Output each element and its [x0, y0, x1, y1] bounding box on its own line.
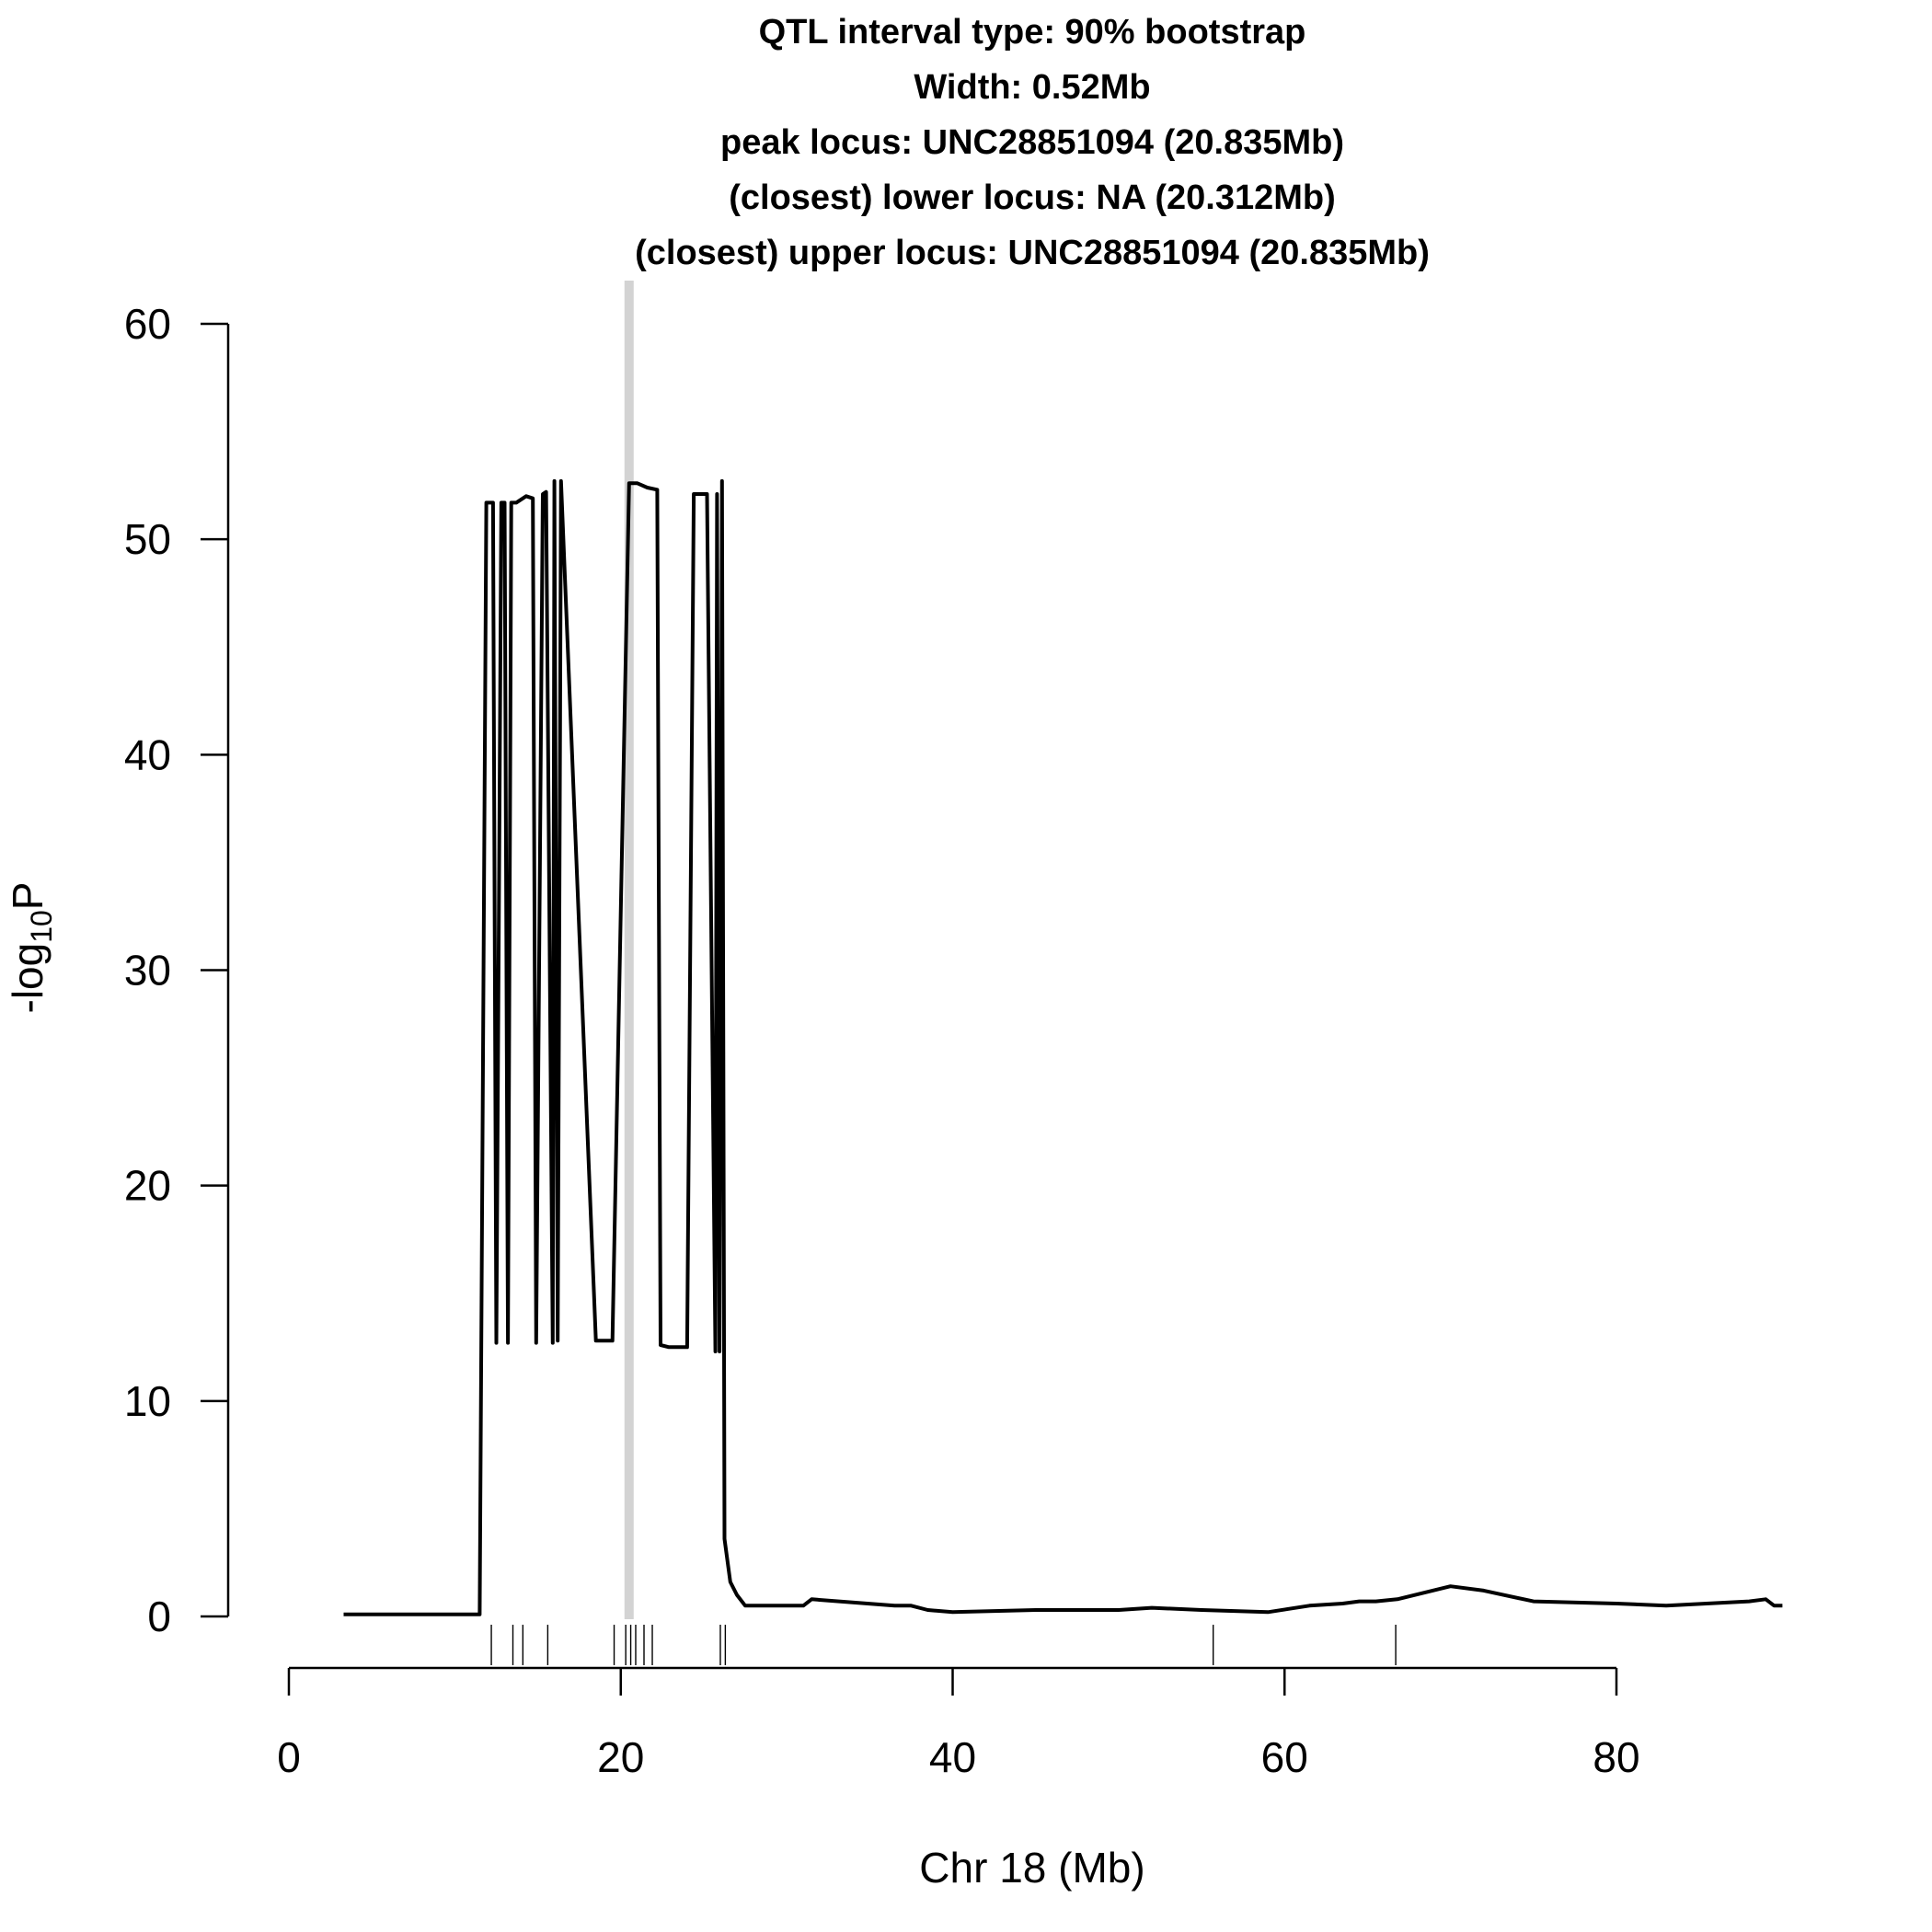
y-axis-label-suffix: P	[4, 882, 52, 911]
y-axis-label-subscript: 10	[25, 910, 58, 943]
x-axis-label: Chr 18 (Mb)	[919, 1844, 1144, 1892]
x-tick-label: 20	[597, 1733, 644, 1781]
y-tick-label: 40	[124, 730, 171, 778]
qtl-interval-highlight	[624, 281, 634, 1619]
y-tick-label: 60	[124, 300, 171, 348]
y-tick-label: 50	[124, 515, 171, 563]
x-tick-label: 60	[1261, 1733, 1308, 1781]
title-line-interval-type: QTL interval type: 90% bootstrap	[759, 13, 1306, 52]
title-line-peak-locus: peak locus: UNC28851094 (20.835Mb)	[720, 123, 1344, 162]
y-tick-label: 30	[124, 947, 171, 995]
y-axis-label: -log10P	[4, 882, 58, 1014]
marker-rug	[490, 1625, 1397, 1665]
chart-title: QTL interval type: 90% bootstrap Width: …	[635, 13, 1430, 272]
x-tick-label: 0	[277, 1733, 301, 1781]
y-tick-label: 10	[124, 1377, 171, 1425]
title-line-lower-locus: (closest) lower locus: NA (20.312Mb)	[729, 178, 1336, 217]
y-axis-label-prefix: -log	[4, 943, 52, 1014]
x-axis-ticks: 0 20 40 60 80	[277, 1668, 1640, 1781]
y-axis-ticks: 0 10 20 30 40 50 60	[124, 300, 228, 1640]
x-tick-label: 80	[1593, 1733, 1639, 1781]
y-tick-label: 20	[124, 1162, 171, 1210]
y-tick-label: 0	[147, 1593, 171, 1640]
series-line	[343, 478, 1783, 1616]
title-line-width: Width: 0.52Mb	[914, 68, 1150, 107]
x-tick-label: 40	[929, 1733, 976, 1781]
title-line-upper-locus: (closest) upper locus: UNC28851094 (20.8…	[635, 234, 1430, 272]
